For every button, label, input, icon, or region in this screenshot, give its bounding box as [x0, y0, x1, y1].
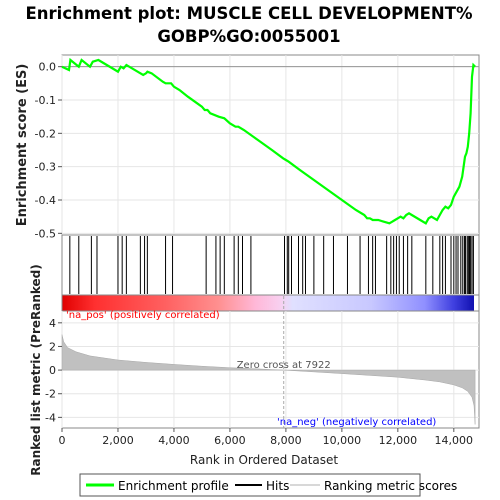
metric-panel: 4 2 0 -2 -4 'na_pos' (positively correlated)… [29, 264, 480, 476]
hits-panel-frame [61, 234, 480, 296]
metric-tick-label: 0 [49, 364, 56, 377]
rank-color-bar [61, 294, 480, 312]
hit-marks [69, 236, 474, 294]
hits-panel [61, 234, 480, 296]
rank-gradient-bar [62, 295, 474, 311]
metric-tick-label: 2 [49, 340, 56, 353]
metric-y-axis-label: Ranked list metric (PreRanked) [29, 264, 43, 476]
enrichment-profile-line [61, 57, 476, 225]
legend-enrichment-label: Enrichment profile [118, 479, 229, 493]
chart-title-line2: GOBP%GO:0055001 [157, 27, 340, 46]
es-tick-label: -0.2 [35, 127, 56, 140]
legend-hits-label: Hits [266, 479, 289, 493]
es-panel: 0.0 -0.1 -0.2 -0.3 -0.4 -0.5 Enrichment score… [15, 54, 480, 240]
x-axis-ticks: 0 2,000 4,000 6,000 8,000 10,000 12,000 14,000 [59, 428, 474, 447]
es-tick-label: -0.5 [35, 227, 56, 240]
x-tick-label: 4,000 [158, 434, 190, 447]
metric-tick-label: -4 [45, 411, 56, 424]
legend-metric-label: Ranking metric scores [324, 479, 457, 493]
es-tick-label: 0.0 [39, 61, 57, 74]
x-tick-label: 10,000 [323, 434, 362, 447]
x-tick-label: 14,000 [435, 434, 474, 447]
x-axis-label: Rank in Ordered Dataset [190, 453, 338, 467]
metric-y-ticks: 4 2 0 -2 -4 [45, 317, 62, 424]
es-tick-label: -0.1 [35, 94, 56, 107]
metric-tick-label: 4 [49, 317, 56, 330]
es-tick-label: -0.4 [35, 194, 56, 207]
x-tick-label: 6,000 [214, 434, 246, 447]
x-tick-label: 0 [59, 434, 66, 447]
negative-correlation-label: 'na_neg' (negatively correlated) [277, 417, 436, 428]
x-tick-label: 12,000 [379, 434, 418, 447]
x-tick-label: 2,000 [102, 434, 134, 447]
legend: Enrichment profile Hits Ranking metric s… [79, 473, 457, 497]
ranking-metric-area [61, 334, 476, 425]
es-grid [61, 55, 479, 235]
es-tick-label: -0.3 [35, 161, 56, 174]
es-y-axis-label: Enrichment score (ES) [15, 64, 30, 227]
es-panel-frame [61, 54, 480, 236]
chart-title-line1: Enrichment plot: MUSCLE CELL DEVELOPMENT… [26, 4, 473, 23]
positive-correlation-label: 'na_pos' (positively correlated) [66, 310, 220, 321]
x-tick-label: 8,000 [270, 434, 302, 447]
metric-tick-label: -2 [45, 388, 56, 401]
es-y-ticks: 0.0 -0.1 -0.2 -0.3 -0.4 -0.5 [35, 61, 62, 240]
zero-cross-label: Zero cross at 7922 [237, 360, 331, 371]
